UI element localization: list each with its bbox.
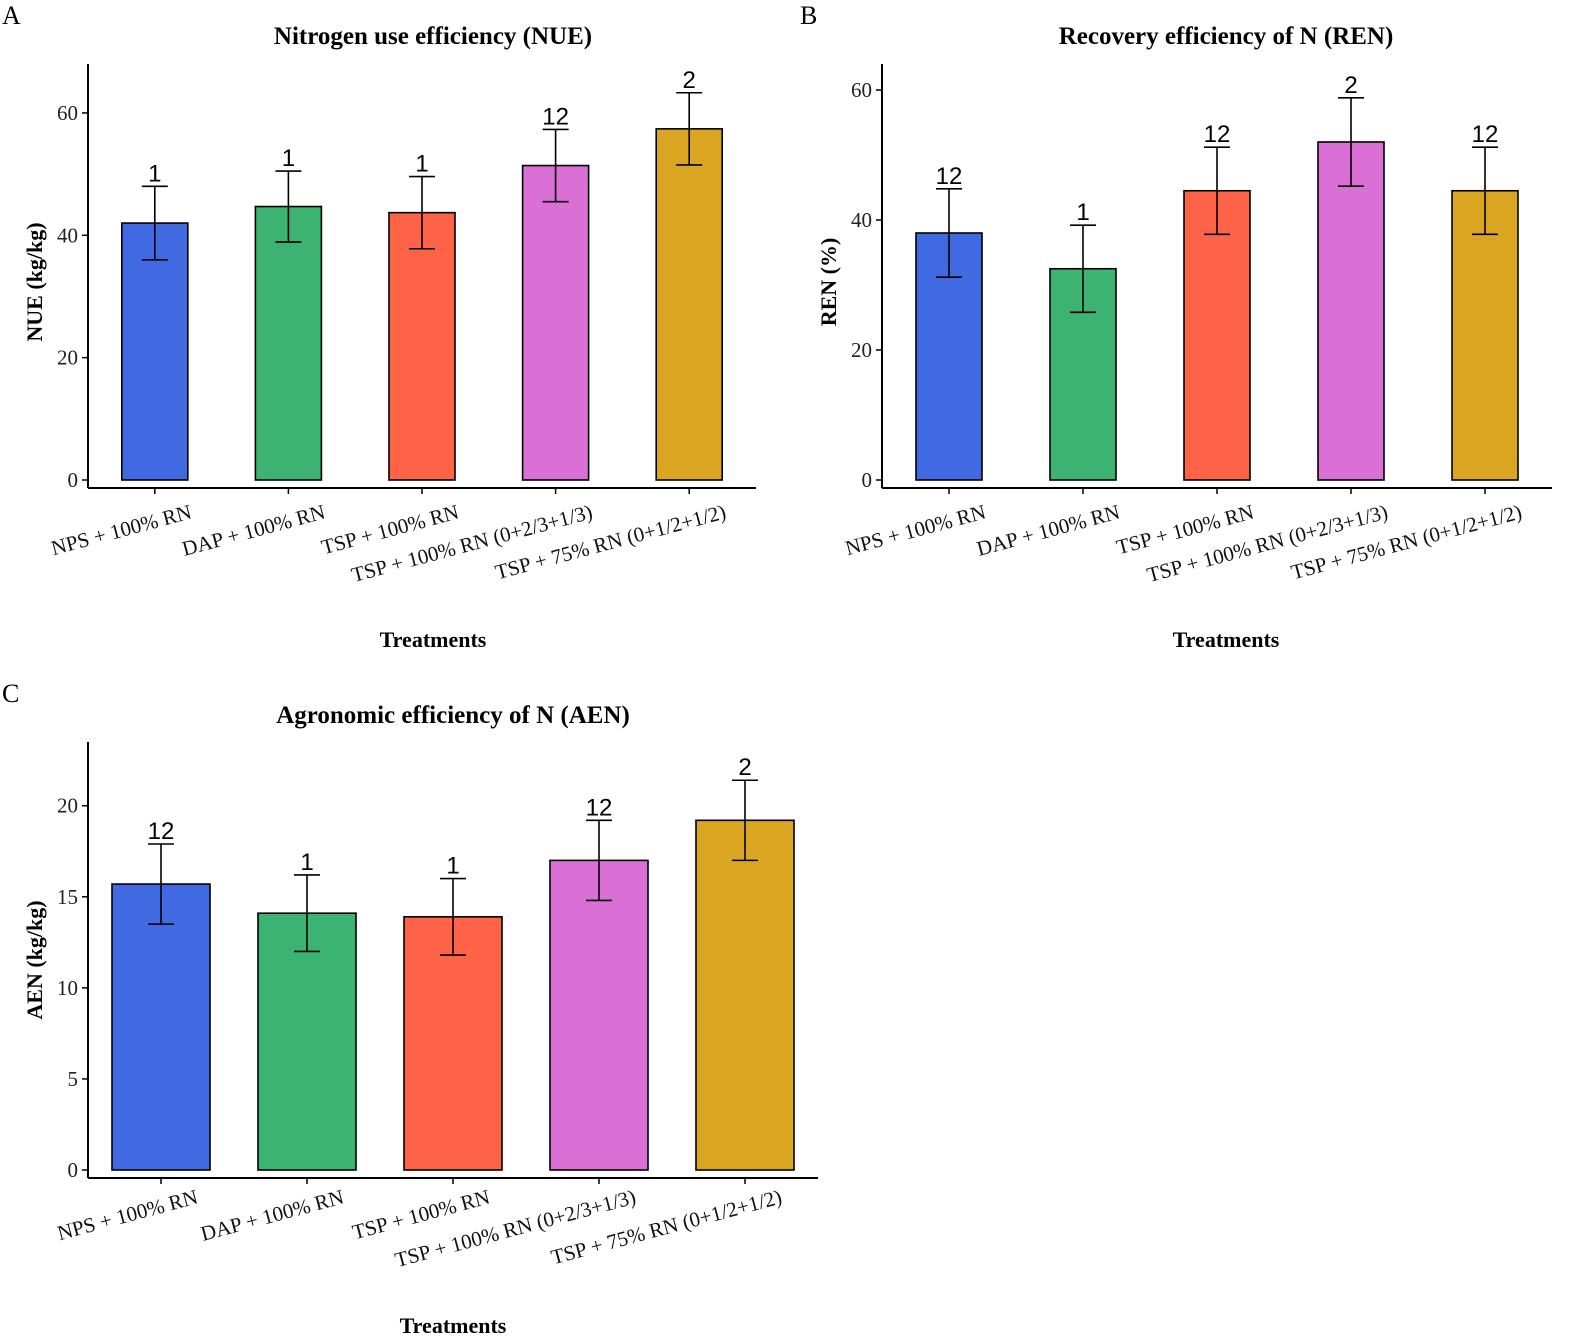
chart-panel-c: C Agronomic efficiency of N (AEN) 0 5 10 15 20… xyxy=(2,679,818,1338)
x-tick-label: TSP + 75% RN (0+1/2+1/2) xyxy=(1288,500,1524,585)
bar xyxy=(257,912,357,1171)
bar xyxy=(1317,141,1385,481)
chart-panel-a: A Nitrogen use efficiency (NUE) 0 20 40 60 NUE… xyxy=(2,1,756,652)
significance-label: 12 xyxy=(586,794,613,821)
significance-label: 2 xyxy=(738,754,751,781)
x-tick-label: TSP + 100% RN (0+2/3+1/3) xyxy=(392,1185,638,1272)
bar xyxy=(521,164,590,481)
y-tick-label: 0 xyxy=(68,1158,79,1182)
x-tick-label: TSP + 75% RN (0+1/2+1/2) xyxy=(493,500,729,585)
y-axis-title: NUE (kg/kg) xyxy=(22,222,47,341)
x-tick-label: NPS + 100% RN xyxy=(55,1185,201,1246)
bar xyxy=(111,883,211,1171)
significance-label: 1 xyxy=(446,853,459,880)
chart-panel-b: B Recovery efficiency of N (REN) 0 20 40 60 RE… xyxy=(800,1,1552,652)
y-tick-label: 20 xyxy=(57,794,78,818)
y-tick-label: 15 xyxy=(57,885,78,909)
x-axis-title: Treatments xyxy=(1173,627,1280,652)
chart-title: Nitrogen use efficiency (NUE) xyxy=(274,23,592,50)
panel-letter: A xyxy=(2,1,21,30)
x-tick-label: NPS + 100% RN xyxy=(843,500,989,561)
x-tick-label: DAP + 100% RN xyxy=(198,1185,346,1246)
significance-label: 2 xyxy=(683,67,696,94)
bar xyxy=(388,211,456,481)
significance-label: 1 xyxy=(148,160,161,187)
y-tick-label: 40 xyxy=(851,208,872,232)
bar xyxy=(1183,189,1251,481)
x-tick-label: DAP + 100% RN xyxy=(974,500,1122,561)
bar xyxy=(121,222,189,481)
bar xyxy=(655,128,724,481)
bar xyxy=(254,205,323,481)
significance-label: 12 xyxy=(148,818,175,845)
significance-label: 2 xyxy=(1344,72,1357,99)
chart-title: Agronomic efficiency of N (AEN) xyxy=(276,702,630,729)
y-tick-label: 60 xyxy=(57,101,78,125)
x-tick-label: DAP + 100% RN xyxy=(179,500,327,561)
x-axis-title: Treatments xyxy=(400,1313,507,1338)
y-tick-label: 10 xyxy=(57,976,78,1000)
y-tick-label: 20 xyxy=(57,346,78,370)
significance-label: 1 xyxy=(1076,199,1089,226)
y-tick-label: 40 xyxy=(57,223,78,247)
significance-label: 1 xyxy=(415,151,428,178)
significance-label: 1 xyxy=(300,849,313,876)
panel-letter: B xyxy=(800,1,817,30)
y-axis-title: REN (%) xyxy=(816,238,841,327)
significance-label: 12 xyxy=(1204,121,1231,148)
bar xyxy=(549,859,649,1171)
panel-letter: C xyxy=(2,679,19,708)
significance-label: 12 xyxy=(1472,121,1499,148)
y-tick-label: 5 xyxy=(68,1067,79,1091)
y-tick-label: 0 xyxy=(68,468,79,492)
significance-label: 12 xyxy=(936,163,963,190)
y-axis-title: AEN (kg/kg) xyxy=(22,900,47,1019)
significance-label: 1 xyxy=(282,145,295,172)
x-axis-title: Treatments xyxy=(380,627,487,652)
significance-label: 12 xyxy=(542,103,569,130)
y-tick-label: 20 xyxy=(851,338,872,362)
y-tick-label: 0 xyxy=(862,468,873,492)
x-tick-label: NPS + 100% RN xyxy=(49,500,195,561)
bar xyxy=(695,819,795,1171)
y-tick-label: 60 xyxy=(851,78,872,102)
chart-title: Recovery efficiency of N (REN) xyxy=(1059,23,1394,50)
